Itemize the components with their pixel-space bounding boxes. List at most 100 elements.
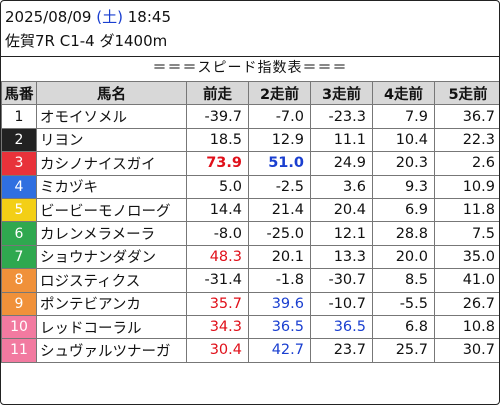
speed-index-value: 48.3 (186, 244, 249, 270)
speed-index-value: 35.0 (434, 244, 499, 270)
speed-index-value: 42.7 (248, 338, 311, 363)
speed-index-value: 7.9 (372, 104, 435, 129)
race-time: 18:45 (127, 8, 171, 26)
speed-index-value: -8.0 (186, 221, 249, 246)
speed-index-value: 5.0 (186, 174, 249, 199)
table-row: 7 ショウナンダダン 48.3 20.1 13.3 20.0 35.0 (1, 244, 499, 270)
horse-number: 7 (1, 244, 37, 270)
speed-index-value: 7.5 (434, 221, 499, 246)
column-header-4-races-ago: 4走前 (372, 80, 435, 106)
table-row: 6 カレンメラメーラ -8.0 -25.0 12.1 28.8 7.5 (1, 221, 499, 246)
speed-index-value: 6.9 (372, 197, 435, 223)
race-info: 佐賀7R C1-4 ダ1400m (5, 32, 168, 50)
table-row: 1 オモイソメル -39.7 -7.0 -23.3 7.9 36.7 (1, 104, 499, 129)
horse-name: レッドコーラル (36, 314, 187, 340)
horse-number: 11 (1, 338, 37, 363)
table-row: 4 ミカヅキ 5.0 -2.5 3.6 9.3 10.9 (1, 174, 499, 199)
speed-index-value: 36.7 (434, 104, 499, 129)
column-header-last-race: 前走 (186, 80, 249, 106)
table-row: 8 ロジスティクス -31.4 -1.8 -30.7 8.5 41.0 (1, 268, 499, 293)
speed-index-value: 13.3 (310, 244, 373, 270)
speed-index-value: 3.6 (310, 174, 373, 199)
speed-index-value: 51.0 (248, 151, 311, 176)
speed-index-value: -1.8 (248, 268, 311, 293)
speed-index-value: -30.7 (310, 268, 373, 293)
table-header-row: 馬番 馬名 前走 2走前 3走前 4走前 5走前 (1, 80, 499, 106)
horse-number: 5 (1, 197, 37, 223)
speed-index-value: 8.5 (372, 268, 435, 293)
horse-number: 3 (1, 151, 37, 176)
table-row: 10 レッドコーラル 34.3 36.5 36.5 6.8 10.8 (1, 314, 499, 340)
speed-index-value: 18.5 (186, 127, 249, 153)
speed-index-value: -10.7 (310, 291, 373, 316)
speed-index-value: 2.6 (434, 151, 499, 176)
speed-index-value: -23.3 (310, 104, 373, 129)
horse-number: 1 (1, 104, 37, 129)
speed-index-value: 12.1 (310, 221, 373, 246)
speed-index-table: 馬番 馬名 前走 2走前 3走前 4走前 5走前 1 オモイソメル -39.7 -7.… (1, 80, 499, 363)
horse-name: リヨン (36, 127, 187, 153)
speed-index-value: 12.9 (248, 127, 311, 153)
horse-name: ショウナンダダン (36, 244, 187, 270)
speed-index-value: -7.0 (248, 104, 311, 129)
horse-name: ロジスティクス (36, 268, 187, 293)
horse-number: 8 (1, 268, 37, 293)
race-date: 2025/08/09 (5, 8, 92, 26)
speed-index-value: 20.4 (310, 197, 373, 223)
horse-name: ポンテビアンカ (36, 291, 187, 316)
speed-index-value: 35.7 (186, 291, 249, 316)
speed-index-value: 30.7 (434, 338, 499, 363)
horse-name: オモイソメル (36, 104, 187, 129)
column-header-horse-name: 馬名 (36, 80, 187, 106)
speed-index-value: 34.3 (186, 314, 249, 340)
speed-index-value: -31.4 (186, 268, 249, 293)
header-divider (1, 56, 499, 57)
table-row: 11 シュヴァルツナーガ 30.4 42.7 23.7 25.7 30.7 (1, 338, 499, 363)
speed-index-value: 22.3 (434, 127, 499, 153)
column-header-3-races-ago: 3走前 (310, 80, 373, 106)
speed-index-value: 73.9 (186, 151, 249, 176)
horse-number: 4 (1, 174, 37, 199)
speed-index-value: 39.6 (248, 291, 311, 316)
speed-index-value: 23.7 (310, 338, 373, 363)
speed-index-value: 21.4 (248, 197, 311, 223)
speed-index-value: -5.5 (372, 291, 435, 316)
speed-index-value: 10.4 (372, 127, 435, 153)
speed-index-value: 26.7 (434, 291, 499, 316)
horse-name: カシノナイスガイ (36, 151, 187, 176)
column-header-2-races-ago: 2走前 (248, 80, 311, 106)
speed-index-value: 41.0 (434, 268, 499, 293)
horse-name: ミカヅキ (36, 174, 187, 199)
weekday: 土 (102, 8, 118, 26)
table-row: 5 ビービーモノローグ 14.4 21.4 20.4 6.9 11.8 (1, 197, 499, 223)
table-title-banner: ＝＝＝スピード指数表＝＝＝ (152, 60, 348, 76)
table-row: 2 リヨン 18.5 12.9 11.1 10.4 22.3 (1, 127, 499, 153)
table-row: 9 ポンテビアンカ 35.7 39.6 -10.7 -5.5 26.7 (1, 291, 499, 316)
speed-index-value: 6.8 (372, 314, 435, 340)
horse-number: 2 (1, 127, 37, 153)
weekday-close: ) (117, 8, 123, 26)
speed-index-value: 14.4 (186, 197, 249, 223)
horse-name: ビービーモノローグ (36, 197, 187, 223)
column-header-5-races-ago: 5走前 (434, 80, 499, 106)
horse-name: カレンメラメーラ (36, 221, 187, 246)
horse-name: シュヴァルツナーガ (36, 338, 187, 363)
date-time-line: 2025/08/09 (土) 18:45 (5, 7, 171, 27)
horse-number: 10 (1, 314, 37, 340)
speed-index-value: 10.8 (434, 314, 499, 340)
horse-number: 6 (1, 221, 37, 246)
speed-index-value: -2.5 (248, 174, 311, 199)
column-header-number: 馬番 (1, 80, 37, 106)
speed-index-value: 20.3 (372, 151, 435, 176)
speed-index-value: 10.9 (434, 174, 499, 199)
speed-index-value: 11.8 (434, 197, 499, 223)
speed-index-value: 28.8 (372, 221, 435, 246)
speed-index-value: 9.3 (372, 174, 435, 199)
speed-index-value: 20.1 (248, 244, 311, 270)
horse-number: 9 (1, 291, 37, 316)
weekday-open: ( (96, 8, 103, 26)
speed-index-value: 11.1 (310, 127, 373, 153)
speed-index-value: -25.0 (248, 221, 311, 246)
speed-index-value: -39.7 (186, 104, 249, 129)
table-row: 3 カシノナイスガイ 73.9 51.0 24.9 20.3 2.6 (1, 151, 499, 176)
